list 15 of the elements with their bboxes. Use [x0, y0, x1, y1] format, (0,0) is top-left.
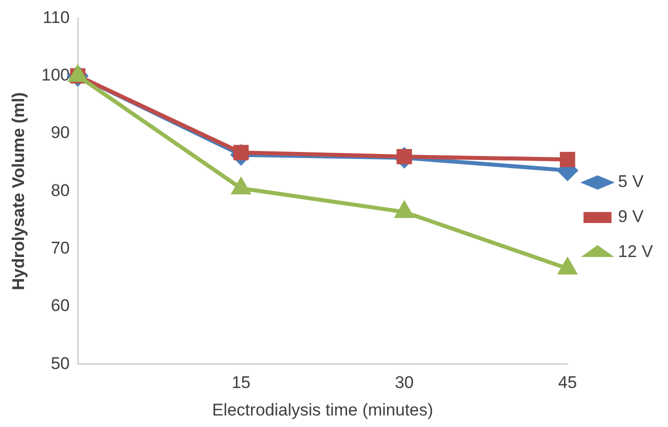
x-axis-title: Electrodialysis time (minutes): [212, 400, 434, 420]
y-tick-label: 60: [50, 296, 70, 316]
y-tick-label: 90: [50, 123, 70, 142]
y-tick-label: 70: [50, 238, 70, 258]
x-tick-label: 30: [394, 373, 414, 392]
x-tick-label: 15: [232, 373, 250, 392]
x-tick-label: 45: [558, 373, 577, 392]
y-tick-label: 100: [41, 66, 70, 85]
legend-label: 12 V: [618, 242, 654, 262]
legend-label: 5 V: [618, 172, 644, 192]
y-tick-label: 80: [50, 180, 70, 200]
legend-label: 9 V: [618, 207, 644, 226]
y-tick-label: 50: [50, 354, 70, 373]
y-tick-label: 110: [42, 8, 70, 27]
y-axis-title: Hydrolysate Volume (ml): [8, 92, 28, 290]
